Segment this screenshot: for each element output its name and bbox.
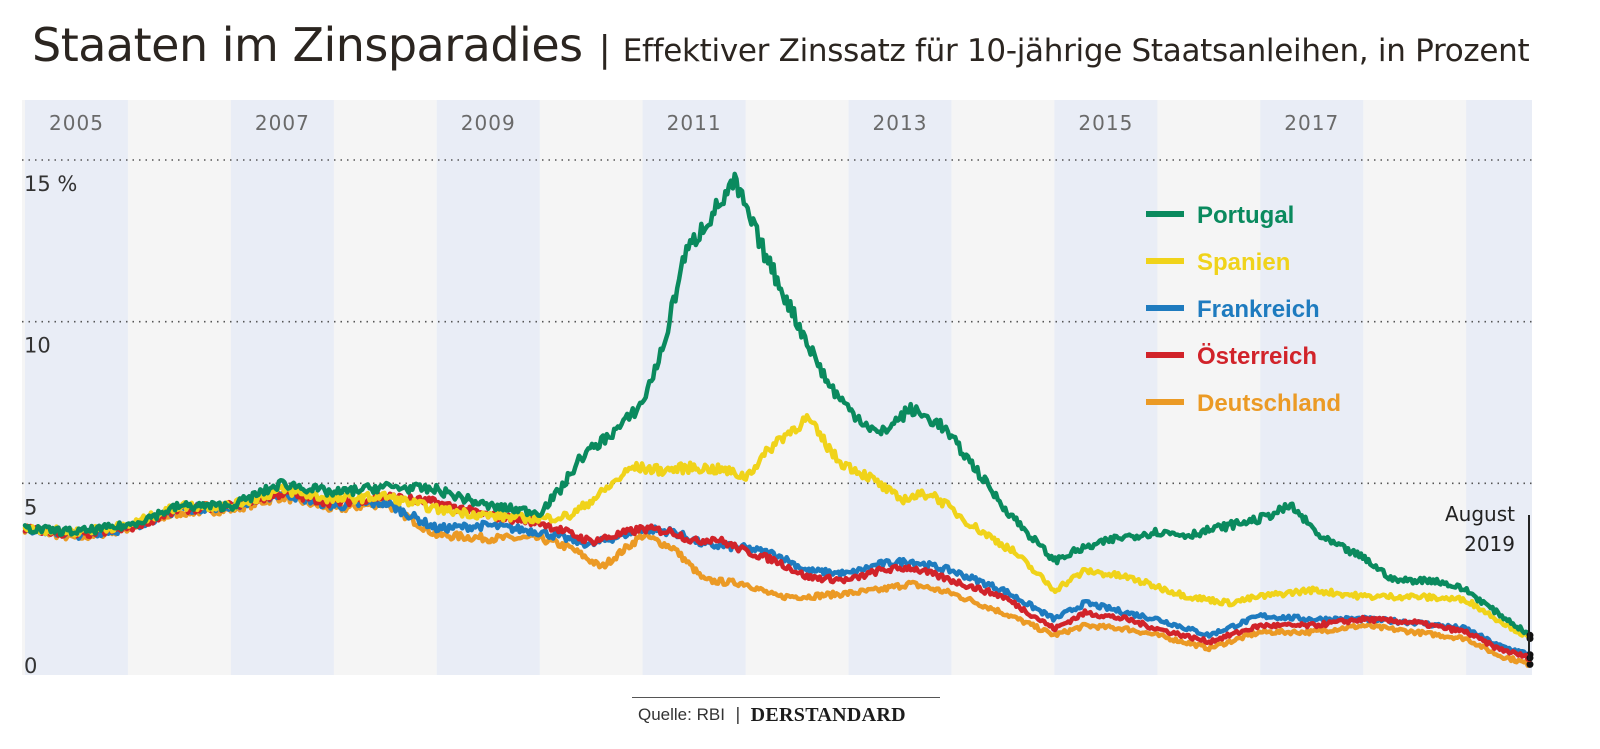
chart-title: Staaten im Zinsparadies <box>32 18 583 72</box>
series-lines <box>22 171 1534 668</box>
y-tick-label-15: 15 % <box>24 172 77 196</box>
year-label-2013: 2013 <box>873 111 928 135</box>
y-tick-label-0: 0 <box>24 654 37 678</box>
year-band-2017 <box>1260 100 1364 675</box>
legend-label-spanien: Spanien <box>1197 249 1290 276</box>
year-band-2005 <box>25 100 128 675</box>
footer: Quelle: RBI | DERSTANDARD <box>638 700 906 730</box>
year-label-2009: 2009 <box>461 111 516 135</box>
series-line-portugal <box>22 171 1532 638</box>
y-tick-label-10: 10 <box>24 334 51 358</box>
year-label-2011: 2011 <box>667 111 722 135</box>
grid-lines <box>22 159 1532 485</box>
legend-label-sterreich: Österreich <box>1197 343 1317 370</box>
y-tick-label-5: 5 <box>24 495 37 519</box>
year-label-2015: 2015 <box>1078 111 1133 135</box>
source-text: Quelle: RBI <box>638 705 725 724</box>
endpoint-deutschland <box>1526 660 1534 668</box>
footer-separator: | <box>734 705 741 725</box>
legend-label-portugal: Portugal <box>1197 202 1294 229</box>
year-label-2007: 2007 <box>255 111 310 135</box>
year-band-2015 <box>1054 100 1158 675</box>
annotation: August 2019 <box>1445 502 1530 660</box>
year-band-2009 <box>436 100 540 675</box>
legend-label-frankreich: Frankreich <box>1197 296 1320 323</box>
annotation-line-2: 2019 <box>1464 532 1515 556</box>
y-tick-labels: 0 5 10 15 % <box>24 172 77 678</box>
legend: Portugal Spanien Frankreich Österreich Deuts… <box>1146 202 1341 417</box>
year-bands <box>25 100 1532 675</box>
year-band-2007 <box>230 100 334 675</box>
year-labels: 2005 2007 2009 2011 2013 2015 2017 <box>49 111 1339 135</box>
year-label-2005: 2005 <box>49 111 104 135</box>
footer-rule <box>632 697 940 698</box>
chart-subtitle: Effektiver Zinssatz für 10-jährige Staat… <box>622 33 1530 69</box>
annotation-line-1: August <box>1445 502 1515 526</box>
brand-logo: DERSTANDARD <box>750 703 906 726</box>
title-row: Staaten im Zinsparadies | Effektiver Zin… <box>32 18 1530 88</box>
year-label-2017: 2017 <box>1284 111 1339 135</box>
title-separator: | <box>598 29 611 70</box>
year-band-2019 <box>1466 100 1532 675</box>
legend-label-deutschland: Deutschland <box>1197 390 1341 417</box>
